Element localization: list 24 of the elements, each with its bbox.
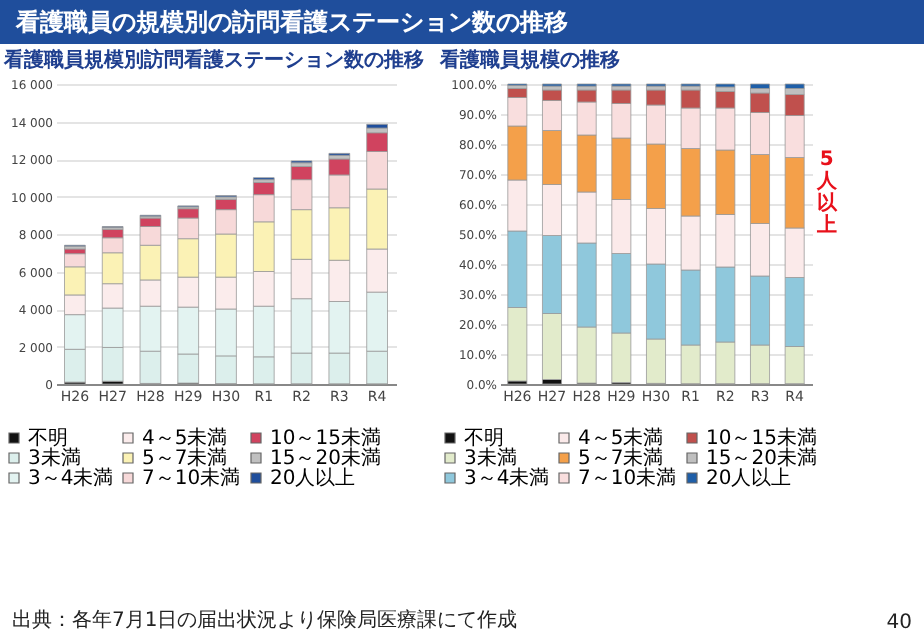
legend-label: 20人以上 <box>270 466 356 490</box>
source-note: 出典：各年7月1日の届出状況より保険局医療課にて作成 <box>12 607 518 634</box>
legend-label: 20人以上 <box>706 466 792 490</box>
legend-label: 7～10未満 <box>142 466 241 490</box>
legend-label: 10～15未満 <box>270 426 381 450</box>
legend-label: 5～7未満 <box>578 446 664 470</box>
legend-label: 4～5未満 <box>578 426 664 450</box>
legend-label: 7～10未満 <box>578 466 677 490</box>
chart-title: 看護職員規模の推移 <box>438 48 620 72</box>
text: 看護職員の規模別の訪問看護ステーション数の推移 <box>0 0 924 44</box>
legend-label: 3未満 <box>28 446 81 470</box>
annotation: 5人以上 <box>814 149 839 237</box>
legend-label: 3～4未満 <box>28 466 114 490</box>
legend-label: 4～5未満 <box>142 426 228 450</box>
legend-label: 15～20未満 <box>706 446 817 470</box>
legend-label: 10～15未満 <box>706 426 817 450</box>
legend-label: 不明 <box>28 428 68 450</box>
text: 40 <box>886 612 912 634</box>
legend-label: 3～4未満 <box>464 466 550 490</box>
legend-label: 不明 <box>464 428 504 450</box>
legend-label: 15～20未満 <box>270 446 381 470</box>
legend-label: 3未満 <box>464 446 517 470</box>
chart-title: 看護職員規模別訪問看護ステーション数の推移 <box>2 48 424 72</box>
legend-label: 5～7未満 <box>142 446 228 470</box>
